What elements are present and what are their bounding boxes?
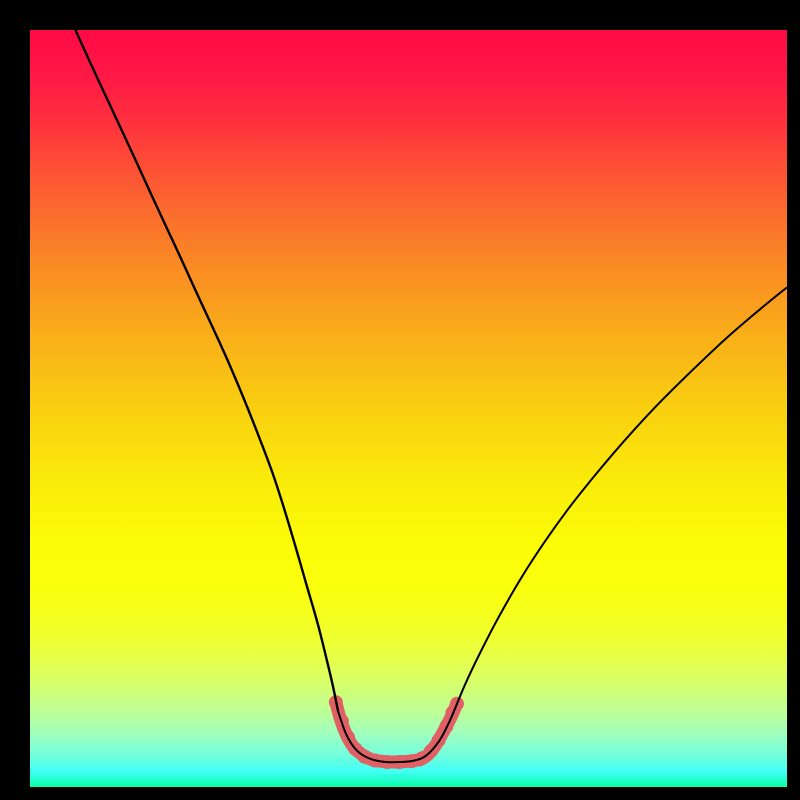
frame-border-right — [787, 0, 800, 800]
chart-svg — [30, 30, 787, 787]
frame-border-left — [0, 0, 30, 800]
frame-border-bottom — [0, 787, 800, 800]
frame-border-top — [0, 0, 800, 30]
chart-plot-area — [30, 30, 787, 787]
chart-background — [30, 30, 787, 787]
